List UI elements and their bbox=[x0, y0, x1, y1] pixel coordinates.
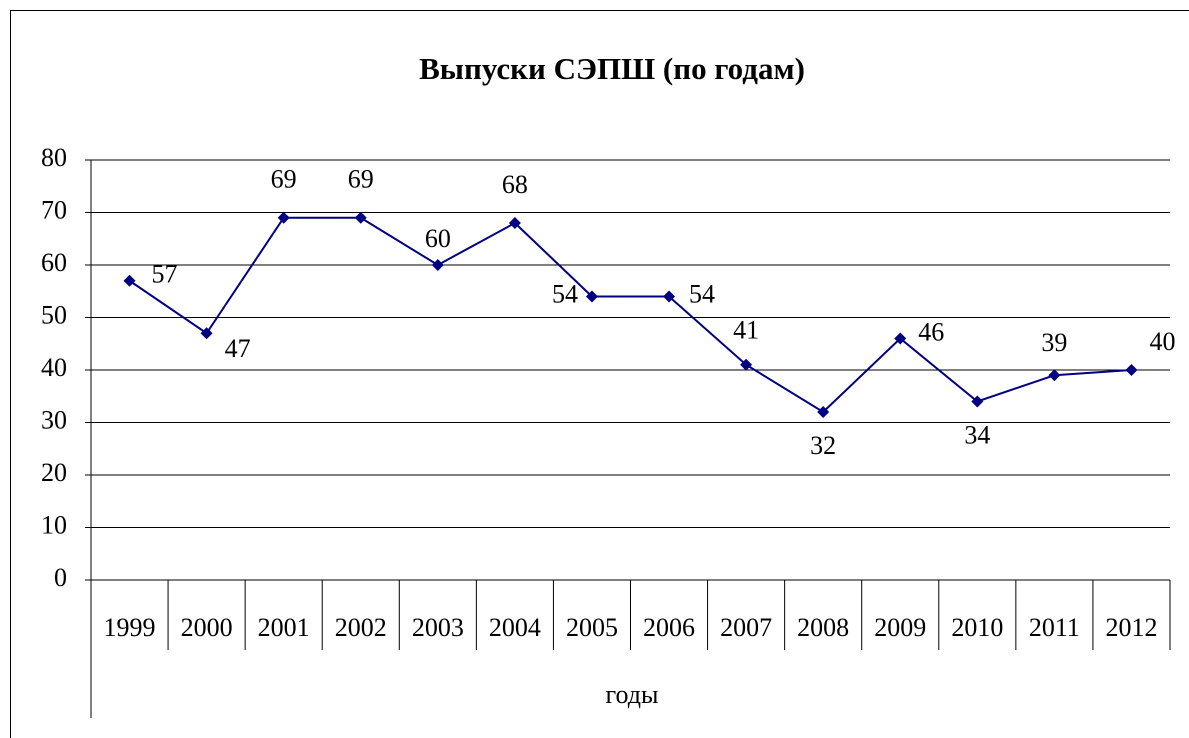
y-tick-label: 60 bbox=[41, 248, 67, 277]
data-label: 34 bbox=[964, 420, 990, 449]
x-tick-label: 2012 bbox=[1105, 613, 1157, 642]
marker bbox=[971, 395, 984, 408]
data-label: 54 bbox=[552, 279, 578, 308]
y-tick-label: 50 bbox=[41, 300, 67, 329]
x-tick-label: 2000 bbox=[181, 613, 233, 642]
line bbox=[128, 216, 1132, 414]
marker bbox=[817, 406, 830, 418]
x-tick-label: 2002 bbox=[335, 613, 387, 642]
x-tick-label: 2011 bbox=[1029, 613, 1080, 642]
marker bbox=[1125, 364, 1138, 376]
marker bbox=[354, 211, 367, 224]
x-tick-label: 2003 bbox=[412, 613, 464, 642]
data-label: 46 bbox=[918, 317, 944, 346]
data-label: 69 bbox=[271, 165, 297, 194]
data-label: 54 bbox=[689, 279, 715, 308]
marker bbox=[585, 290, 598, 303]
y-tick-label: 40 bbox=[41, 353, 67, 382]
y-tick-label: 20 bbox=[41, 458, 67, 487]
data-label: 47 bbox=[225, 334, 251, 363]
x-tick-label: 2010 bbox=[951, 613, 1003, 642]
x-tick-label: 1999 bbox=[104, 613, 156, 642]
x-axis-label: годы bbox=[606, 680, 659, 709]
data-label: 40 bbox=[1149, 327, 1175, 356]
data-label: 57 bbox=[152, 260, 178, 289]
chart-frame bbox=[10, 10, 1189, 738]
marker bbox=[1048, 369, 1061, 382]
data-label: 60 bbox=[425, 224, 451, 253]
x-tick-label: 2005 bbox=[566, 613, 618, 642]
marker bbox=[508, 217, 521, 229]
marker bbox=[663, 290, 676, 303]
data-label: 41 bbox=[733, 316, 759, 345]
marker bbox=[431, 259, 444, 271]
data-label: 32 bbox=[810, 431, 836, 460]
x-tick-label: 2009 bbox=[874, 613, 926, 642]
x-tick-label: 2004 bbox=[489, 613, 541, 642]
marker bbox=[277, 211, 290, 224]
y-tick-label: 30 bbox=[41, 405, 67, 434]
x-tick-label: 2001 bbox=[258, 613, 310, 642]
marker bbox=[200, 327, 213, 340]
y-tick-label: 70 bbox=[41, 195, 67, 224]
data-label: 68 bbox=[502, 170, 528, 199]
marker bbox=[123, 274, 136, 287]
data-label: 39 bbox=[1041, 328, 1067, 357]
y-tick-label: 10 bbox=[41, 510, 67, 539]
marker bbox=[894, 332, 907, 345]
x-tick-label: 2008 bbox=[797, 613, 849, 642]
x-tick-label: 2007 bbox=[720, 613, 772, 642]
marker bbox=[740, 358, 753, 371]
chart-title: Выпуски СЭПШ (по годам) bbox=[419, 51, 805, 86]
y-tick-label: 0 bbox=[54, 563, 67, 592]
data-label: 69 bbox=[348, 165, 374, 194]
y-tick-label: 80 bbox=[41, 143, 67, 172]
x-tick-label: 2006 bbox=[643, 613, 695, 642]
